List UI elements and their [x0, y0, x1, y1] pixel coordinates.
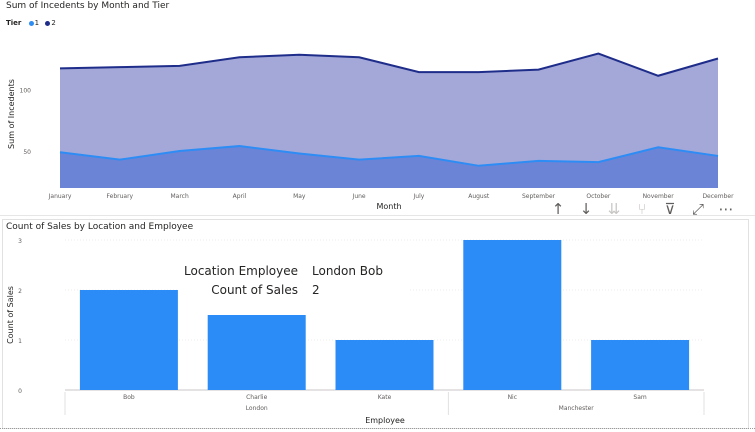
series-1-area	[60, 146, 718, 188]
series-2-line	[59, 52, 719, 77]
x-tick-label-october: October	[586, 193, 611, 200]
legend-label-tier-2[interactable]: 2	[51, 19, 56, 27]
tooltip-label-count-of-sales: Count of Sales	[211, 283, 298, 297]
bar-bob	[79, 290, 178, 390]
bar-x-tick-label-kate: Kate	[378, 394, 392, 401]
x-tick-label-february: February	[107, 193, 134, 200]
x-tick-label-september: September	[522, 193, 556, 200]
bar-chart: 0 1 2 3 Bob Charlie Kate Nic Sam London Manchester…	[6, 238, 705, 425]
area-chart-legend: Tier 1 2	[6, 19, 58, 27]
bar-charlie	[207, 315, 306, 390]
bar-nic	[463, 240, 562, 390]
area-chart-title: Sum of Incedents by Month and Tier	[6, 1, 170, 11]
panel-divider	[0, 215, 755, 216]
x-tick-label-june: June	[352, 193, 366, 200]
legend-dot-tier-1-icon	[28, 20, 34, 26]
legend-title: Tier	[6, 19, 22, 27]
x-tick-label-december: December	[702, 193, 734, 200]
bar-x-tick-label-sam: Sam	[633, 394, 646, 401]
bar-x-tick-label-bob: Bob	[123, 394, 135, 401]
x-tick-label-april: April	[233, 193, 247, 200]
legend-label-tier-1[interactable]: 1	[34, 19, 40, 27]
arrow-down-icon[interactable]: ↓	[579, 200, 593, 218]
filter-icon[interactable]: ⊽	[664, 200, 676, 218]
x-tick-label-november: November	[643, 193, 675, 200]
bar-y-axis-label: Count of Sales	[6, 286, 15, 344]
tooltip-value-count-of-sales: 2	[312, 283, 320, 297]
more-options-icon[interactable]: ⋯	[718, 200, 734, 218]
tooltip-value-location-employee: London Bob	[312, 264, 383, 278]
x-tick-label-july: July	[413, 193, 425, 200]
bar-y-tick-label-1: 1	[18, 338, 22, 345]
x-tick-label-august: August	[468, 193, 490, 200]
series-2-area	[60, 53, 718, 166]
y-tick-label-50: 50	[23, 149, 31, 156]
bar-chart-title: Count of Sales by Location and Employee	[6, 222, 194, 232]
area-chart: 50 100 January February March April May June Jul…	[7, 52, 734, 211]
bar-x-tick-label-nic: Nic	[508, 394, 517, 401]
group-label-manchester: Manchester	[559, 405, 595, 412]
x-tick-label-may: May	[293, 193, 306, 200]
x-tick-label-january: January	[48, 193, 72, 200]
x-axis-label: Month	[376, 202, 401, 211]
bar-kate	[335, 340, 434, 390]
expand-icon[interactable]: ⤢	[691, 200, 704, 218]
bottom-dotted-border	[0, 428, 755, 429]
bar-y-tick-label-0: 0	[18, 388, 22, 395]
legend-dot-tier-2-icon	[45, 20, 51, 26]
visual-toolbar: ↑ ↓ ⇊ ⑂ ⊽ ⤢ ⋯	[544, 199, 740, 219]
x-tick-label-march: March	[170, 193, 188, 200]
series-1-line	[59, 145, 719, 167]
double-arrow-down-icon[interactable]: ⇊	[607, 200, 621, 218]
tooltip-label-location-employee: Location Employee	[184, 264, 298, 278]
group-label-london: London	[246, 405, 268, 412]
y-axis-label: Sum of Incedents	[7, 79, 16, 149]
bar-x-axis-label: Employee	[365, 416, 405, 425]
arrow-up-icon[interactable]: ↑	[551, 200, 565, 218]
y-tick-label-100: 100	[20, 87, 32, 94]
fork-arrow-down-icon[interactable]: ⑂	[637, 200, 647, 218]
bar-y-tick-label-2: 2	[18, 288, 22, 295]
tooltip: Location Employee London Bob Count of Sa…	[178, 258, 408, 304]
bar-y-tick-label-3: 3	[18, 238, 22, 245]
bar-x-tick-label-charlie: Charlie	[246, 394, 267, 401]
bar-sam	[591, 340, 690, 390]
